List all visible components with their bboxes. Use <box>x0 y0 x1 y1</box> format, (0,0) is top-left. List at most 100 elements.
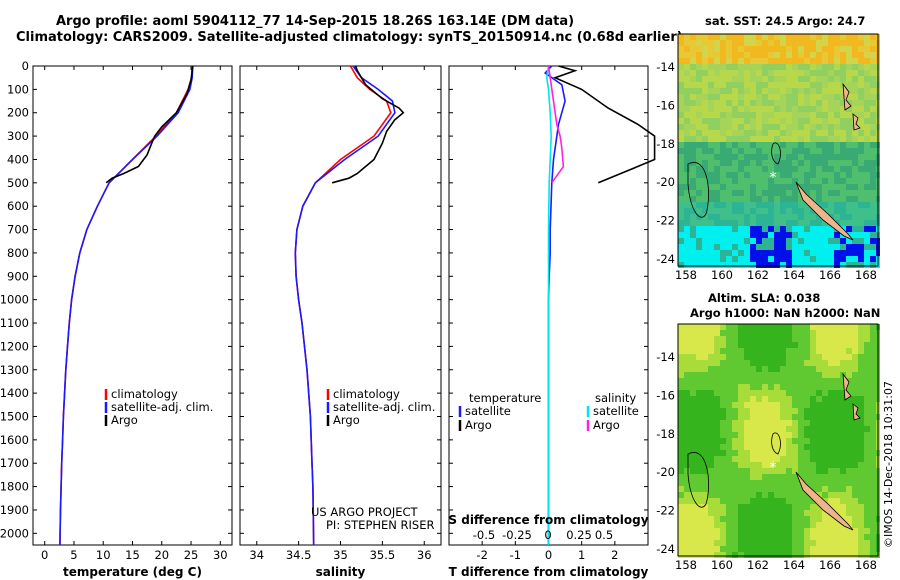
map-cell <box>696 94 702 100</box>
map-cell <box>816 378 822 384</box>
map-x-tick-label: 160 <box>711 268 733 282</box>
map-cell <box>762 336 768 342</box>
map-cell <box>792 202 798 208</box>
map-cell <box>690 58 696 64</box>
map-cell <box>768 148 774 154</box>
map-cell <box>690 516 696 522</box>
map-cell <box>828 88 834 94</box>
map-cell <box>774 118 780 124</box>
map-cell <box>732 420 738 426</box>
map-cell <box>684 142 690 148</box>
map-cell <box>828 372 834 378</box>
map-cell <box>762 366 768 372</box>
map-cell <box>774 546 780 552</box>
map-cell <box>822 148 828 154</box>
map-cell <box>768 196 774 202</box>
map-cell <box>804 462 810 468</box>
map-cell <box>780 510 786 516</box>
map-cell <box>822 184 828 190</box>
map-cell <box>798 154 804 160</box>
map-cell <box>684 336 690 342</box>
map-cell <box>756 336 762 342</box>
map-cell <box>780 336 786 342</box>
map-cell <box>696 220 702 226</box>
map-cell <box>708 70 714 76</box>
map-cell <box>750 384 756 390</box>
map-cell <box>690 196 696 202</box>
map-cell <box>726 232 732 238</box>
map-cell <box>678 396 684 402</box>
map-cell <box>852 250 858 256</box>
map-cell <box>870 154 876 160</box>
map-cell <box>732 450 738 456</box>
map-cell <box>720 486 726 492</box>
map-cell <box>810 462 816 468</box>
map-cell <box>744 100 750 106</box>
map-cell <box>804 40 810 46</box>
map-cell <box>714 166 720 172</box>
map-cell <box>678 432 684 438</box>
map-cell <box>720 136 726 142</box>
map-cell <box>756 348 762 354</box>
map-cell <box>708 408 714 414</box>
map-cell <box>696 480 702 486</box>
map-cell <box>792 106 798 112</box>
sla-map-title-2: Argo h1000: NaN h2000: NaN <box>690 306 881 320</box>
map-cell <box>708 160 714 166</box>
map-cell <box>774 250 780 256</box>
map-cell <box>786 244 792 250</box>
map-cell <box>828 160 834 166</box>
map-cell <box>708 94 714 100</box>
map-cell <box>744 444 750 450</box>
map-cell <box>714 552 720 558</box>
map-cell <box>714 118 720 124</box>
map-cell <box>798 456 804 462</box>
map-cell <box>732 226 738 232</box>
map-cell <box>756 58 762 64</box>
map-cell <box>780 330 786 336</box>
map-cell <box>774 94 780 100</box>
map-cell <box>840 190 846 196</box>
map-cell <box>828 58 834 64</box>
map-cell <box>756 330 762 336</box>
map-cell <box>870 76 876 82</box>
map-cell <box>714 336 720 342</box>
map-cell <box>714 82 720 88</box>
map-cell <box>780 226 786 232</box>
map-cell <box>780 432 786 438</box>
map-cell <box>780 256 786 262</box>
map-cell <box>804 390 810 396</box>
map-cell <box>762 118 768 124</box>
map-cell <box>864 64 870 70</box>
map-cell <box>756 468 762 474</box>
map-cell <box>756 372 762 378</box>
map-cell <box>858 432 864 438</box>
map-cell <box>678 348 684 354</box>
map-cell <box>732 396 738 402</box>
map-cell <box>690 202 696 208</box>
y-tick-label: 500 <box>7 176 29 190</box>
map-cell <box>870 250 876 256</box>
map-cell <box>870 462 876 468</box>
map-cell <box>690 420 696 426</box>
map-cell <box>792 348 798 354</box>
map-cell <box>750 330 756 336</box>
map-cell <box>708 552 714 558</box>
map-cell <box>762 130 768 136</box>
map-cell <box>702 522 708 528</box>
map-cell <box>816 444 822 450</box>
map-cell <box>750 390 756 396</box>
map-cell <box>750 510 756 516</box>
map-cell <box>726 214 732 220</box>
map-cell <box>786 462 792 468</box>
map-cell <box>690 444 696 450</box>
map-cell <box>684 396 690 402</box>
map-cell <box>744 330 750 336</box>
map-cell <box>756 130 762 136</box>
map-cell <box>762 136 768 142</box>
map-cell <box>696 546 702 552</box>
map-cell <box>858 516 864 522</box>
sla-map-title-1: Altim. SLA: 0.038 <box>708 291 821 305</box>
map-cell <box>816 366 822 372</box>
map-cell <box>738 100 744 106</box>
